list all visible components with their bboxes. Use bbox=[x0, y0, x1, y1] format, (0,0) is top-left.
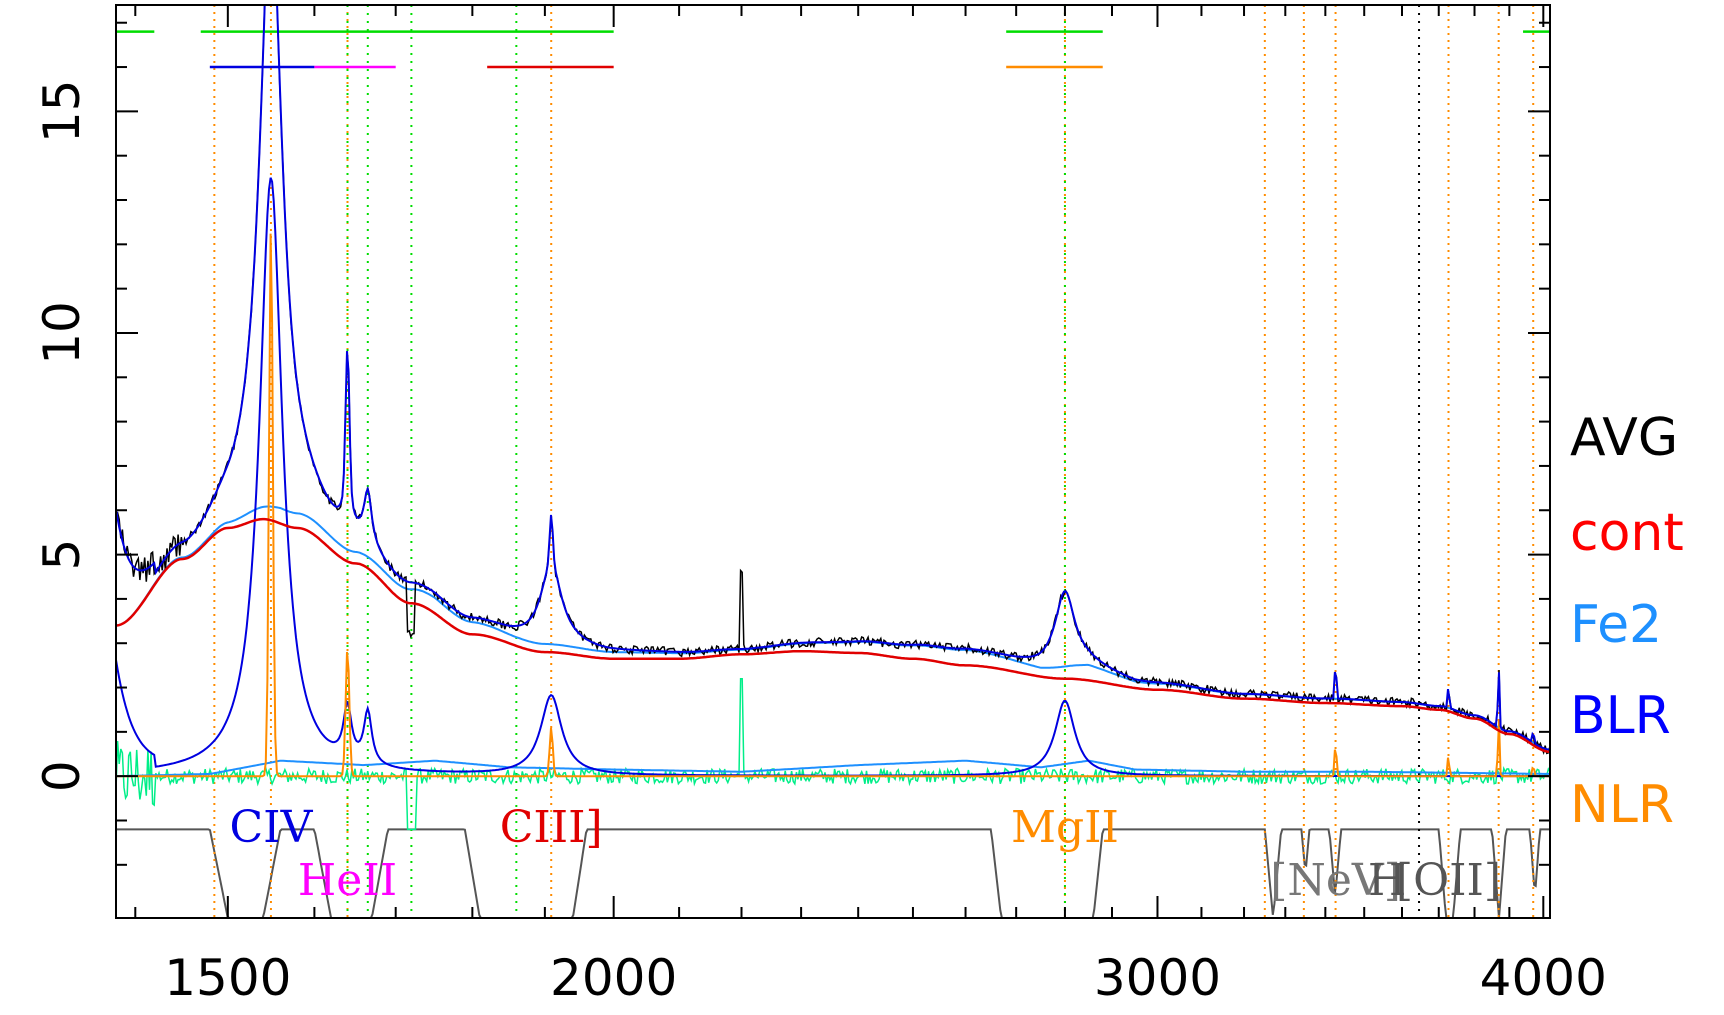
x-tick-label: 2000 bbox=[550, 949, 677, 1007]
x-tick-label: 4000 bbox=[1480, 949, 1607, 1007]
fit-window-series bbox=[116, 828, 1550, 918]
line-label: H bbox=[1368, 855, 1406, 906]
y-tick-label: 0 bbox=[33, 760, 91, 792]
line-label: [NeV] bbox=[1270, 855, 1401, 906]
line-label: CIV bbox=[230, 802, 314, 853]
line-label: MgII bbox=[1011, 802, 1119, 853]
legend-entry: AVG bbox=[1570, 408, 1678, 468]
nlr-component-series bbox=[116, 233, 1550, 778]
y-tick-label: 10 bbox=[33, 301, 91, 365]
axis-ticks bbox=[116, 5, 1550, 918]
legend-entry: BLR bbox=[1570, 686, 1671, 746]
plot-area bbox=[116, 5, 1550, 918]
legend-entry: NLR bbox=[1570, 775, 1674, 835]
x-tick-label: 3000 bbox=[1094, 949, 1221, 1007]
line-label: CIII] bbox=[500, 802, 603, 853]
line-label: [OII] bbox=[1396, 855, 1501, 906]
legend-entry: cont bbox=[1570, 503, 1684, 563]
continuum-series bbox=[116, 517, 1550, 754]
total-model-series bbox=[116, 5, 1550, 751]
axis-tick-labels: 1500 2000 3000 4000 0 5 10 15 bbox=[33, 80, 1607, 1007]
y-tick-label: 5 bbox=[33, 539, 91, 571]
residual-series bbox=[116, 677, 1550, 831]
line-label: HeII bbox=[298, 855, 397, 906]
legend: AVG cont Fe2 BLR NLR bbox=[1570, 408, 1684, 835]
legend-entry: Fe2 bbox=[1570, 595, 1662, 655]
fe2-component-series bbox=[116, 759, 1550, 778]
y-tick-label: 15 bbox=[33, 80, 91, 144]
x-tick-label: 1500 bbox=[164, 949, 291, 1007]
plot-frame bbox=[115, 4, 1551, 919]
